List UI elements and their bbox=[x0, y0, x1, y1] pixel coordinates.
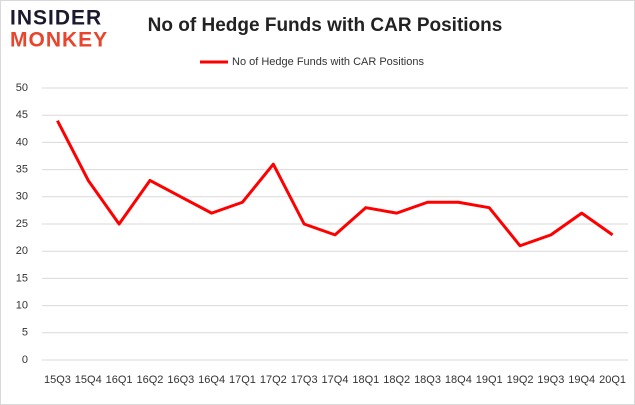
y-tick-label: 5 bbox=[22, 327, 28, 339]
x-tick-label: 20Q1 bbox=[599, 374, 626, 386]
data-line bbox=[56, 119, 614, 248]
x-tick-label: 18Q2 bbox=[383, 374, 410, 386]
x-tick-label: 18Q4 bbox=[445, 374, 472, 386]
x-tick-label: 19Q1 bbox=[476, 374, 503, 386]
x-tick-label: 17Q1 bbox=[229, 374, 256, 386]
y-tick-label: 45 bbox=[16, 109, 28, 121]
logo-bottom: MONKEY bbox=[10, 29, 108, 52]
x-tick-label: 15Q3 bbox=[44, 374, 71, 386]
x-tick-label: 15Q4 bbox=[75, 374, 102, 386]
legend-label: No of Hedge Funds with CAR Positions bbox=[232, 56, 424, 68]
x-tick-label: 17Q3 bbox=[291, 374, 318, 386]
x-tick-label: 16Q2 bbox=[136, 374, 163, 386]
x-tick-label: 16Q1 bbox=[106, 374, 133, 386]
logo-top: INSIDER bbox=[10, 7, 102, 30]
chart-title: No of Hedge Funds with CAR Positions bbox=[148, 15, 503, 36]
y-tick-label: 30 bbox=[16, 191, 28, 203]
y-tick-label: 50 bbox=[16, 82, 28, 94]
x-tick-label: 16Q4 bbox=[198, 374, 225, 386]
y-tick-label: 35 bbox=[16, 164, 28, 176]
y-tick-label: 0 bbox=[22, 354, 28, 366]
y-tick-label: 15 bbox=[16, 272, 28, 284]
x-tick-label: 19Q2 bbox=[507, 374, 534, 386]
x-tick-label: 17Q2 bbox=[260, 374, 287, 386]
x-tick-label: 18Q3 bbox=[414, 374, 441, 386]
y-tick-label: 10 bbox=[16, 300, 28, 312]
x-tick-label: 17Q4 bbox=[322, 374, 349, 386]
x-tick-label: 18Q1 bbox=[352, 374, 379, 386]
x-tick-label: 16Q3 bbox=[167, 374, 194, 386]
y-tick-label: 40 bbox=[16, 136, 28, 148]
y-tick-label: 25 bbox=[16, 218, 28, 230]
x-tick-label: 19Q4 bbox=[568, 374, 595, 386]
x-tick-label: 19Q3 bbox=[537, 374, 564, 386]
y-tick-label: 20 bbox=[16, 245, 28, 257]
